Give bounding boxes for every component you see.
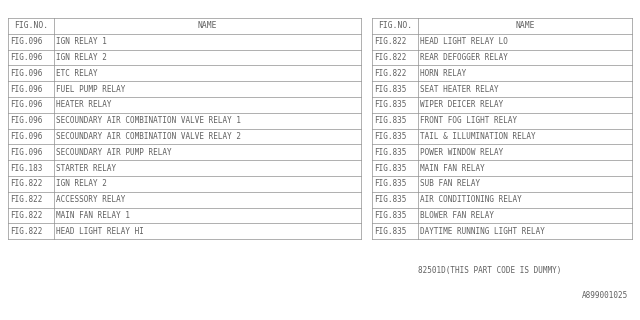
Text: A899001025: A899001025: [582, 291, 628, 300]
Text: FIG.822: FIG.822: [374, 69, 406, 78]
Text: IGN RELAY 1: IGN RELAY 1: [56, 37, 107, 46]
Text: FIG.096: FIG.096: [10, 148, 42, 157]
Text: FIG.096: FIG.096: [10, 37, 42, 46]
Text: FIG.096: FIG.096: [10, 69, 42, 78]
Text: FIG.822: FIG.822: [374, 53, 406, 62]
Text: BLOWER FAN RELAY: BLOWER FAN RELAY: [420, 211, 494, 220]
Text: FIG.096: FIG.096: [10, 100, 42, 109]
Text: FIG.835: FIG.835: [374, 211, 406, 220]
Text: MAIN FAN RELAY: MAIN FAN RELAY: [420, 164, 484, 172]
Text: FIG.NO.: FIG.NO.: [14, 21, 48, 30]
Text: FIG.183: FIG.183: [10, 164, 42, 172]
Text: FIG.096: FIG.096: [10, 53, 42, 62]
Text: FIG.835: FIG.835: [374, 132, 406, 141]
Text: FIG.822: FIG.822: [10, 211, 42, 220]
Text: REAR DEFOGGER RELAY: REAR DEFOGGER RELAY: [420, 53, 508, 62]
Text: SECOUNDARY AIR PUMP RELAY: SECOUNDARY AIR PUMP RELAY: [56, 148, 172, 157]
Text: AIR CONDITIONING RELAY: AIR CONDITIONING RELAY: [420, 195, 522, 204]
Text: FIG.835: FIG.835: [374, 148, 406, 157]
Text: HEAD LIGHT RELAY LO: HEAD LIGHT RELAY LO: [420, 37, 508, 46]
Text: ACCESSORY RELAY: ACCESSORY RELAY: [56, 195, 125, 204]
Text: IGN RELAY 2: IGN RELAY 2: [56, 53, 107, 62]
Text: FIG.822: FIG.822: [10, 195, 42, 204]
Text: HORN RELAY: HORN RELAY: [420, 69, 467, 78]
Text: FIG.835: FIG.835: [374, 84, 406, 93]
Text: HEATER RELAY: HEATER RELAY: [56, 100, 111, 109]
Text: TAIL & ILLUMINATION RELAY: TAIL & ILLUMINATION RELAY: [420, 132, 536, 141]
Text: SUB FAN RELAY: SUB FAN RELAY: [420, 180, 480, 188]
Text: FUEL PUMP RELAY: FUEL PUMP RELAY: [56, 84, 125, 93]
Text: FIG.NO.: FIG.NO.: [378, 21, 412, 30]
Text: SECOUNDARY AIR COMBINATION VALVE RELAY 1: SECOUNDARY AIR COMBINATION VALVE RELAY 1: [56, 116, 241, 125]
Text: FIG.822: FIG.822: [374, 37, 406, 46]
Text: FIG.096: FIG.096: [10, 116, 42, 125]
Text: FIG.835: FIG.835: [374, 100, 406, 109]
Text: HEAD LIGHT RELAY HI: HEAD LIGHT RELAY HI: [56, 227, 144, 236]
Text: NAME: NAME: [515, 21, 535, 30]
Text: FIG.822: FIG.822: [10, 180, 42, 188]
Text: FIG.096: FIG.096: [10, 132, 42, 141]
Text: STARTER RELAY: STARTER RELAY: [56, 164, 116, 172]
Text: SECOUNDARY AIR COMBINATION VALVE RELAY 2: SECOUNDARY AIR COMBINATION VALVE RELAY 2: [56, 132, 241, 141]
Text: FIG.835: FIG.835: [374, 116, 406, 125]
Text: POWER WINDOW RELAY: POWER WINDOW RELAY: [420, 148, 503, 157]
Text: FIG.096: FIG.096: [10, 84, 42, 93]
Text: FIG.835: FIG.835: [374, 164, 406, 172]
Text: FIG.835: FIG.835: [374, 180, 406, 188]
Text: MAIN FAN RELAY 1: MAIN FAN RELAY 1: [56, 211, 130, 220]
Text: DAYTIME RUNNING LIGHT RELAY: DAYTIME RUNNING LIGHT RELAY: [420, 227, 545, 236]
Text: NAME: NAME: [198, 21, 217, 30]
Text: SEAT HEATER RELAY: SEAT HEATER RELAY: [420, 84, 499, 93]
Text: WIPER DEICER RELAY: WIPER DEICER RELAY: [420, 100, 503, 109]
Text: FIG.822: FIG.822: [10, 227, 42, 236]
Text: FRONT FOG LIGHT RELAY: FRONT FOG LIGHT RELAY: [420, 116, 517, 125]
Text: ETC RELAY: ETC RELAY: [56, 69, 98, 78]
Text: FIG.835: FIG.835: [374, 195, 406, 204]
Text: 82501D(THIS PART CODE IS DUMMY): 82501D(THIS PART CODE IS DUMMY): [419, 266, 562, 275]
Text: IGN RELAY 2: IGN RELAY 2: [56, 180, 107, 188]
Text: FIG.835: FIG.835: [374, 227, 406, 236]
